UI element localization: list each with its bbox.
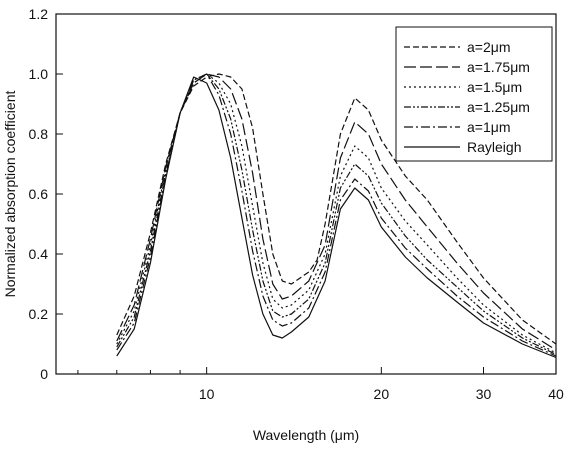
series-line-0 (116, 73, 557, 345)
x-tick-label: 10 (199, 386, 215, 402)
x-axis-label: Wavelength (μm) (253, 427, 359, 443)
axis-ticks: 0 0.2 0.4 0.6 0.8 1.0 1.2 10 20 30 40 (29, 6, 564, 402)
y-tick-label: 0.2 (29, 306, 49, 322)
legend-label-1: a=1.75μm (467, 59, 530, 75)
y-tick-label: 0.8 (29, 126, 49, 142)
series-lines (116, 73, 557, 359)
y-tick-label: 1.0 (29, 66, 49, 82)
x-tick-label: 30 (476, 386, 492, 402)
legend-box (395, 26, 553, 162)
y-axis-label: Normalized absorption coefficient (2, 91, 18, 298)
legend-label-3: a=1.25μm (467, 99, 530, 115)
x-tick-label: 40 (548, 386, 564, 402)
y-tick-label: 1.2 (29, 6, 49, 22)
y-tick-label: 0 (40, 366, 48, 382)
legend-label-4: a=1μm (467, 119, 510, 135)
legend: a=2μm a=1.75μm a=1.5μm a=1.25μm a=1μm Rayleig… (395, 26, 553, 162)
y-tick-label: 0.4 (29, 246, 49, 262)
legend-items: a=2μm a=1.75μm a=1.5μm a=1.25μm a=1μm Rayleig… (404, 39, 530, 155)
series-line-5 (116, 76, 557, 359)
x-tick-label: 20 (374, 386, 390, 402)
y-tick-label: 0.6 (29, 186, 49, 202)
legend-label-2: a=1.5μm (467, 79, 522, 95)
legend-label-5: Rayleigh (467, 139, 521, 155)
legend-label-0: a=2μm (467, 39, 510, 55)
